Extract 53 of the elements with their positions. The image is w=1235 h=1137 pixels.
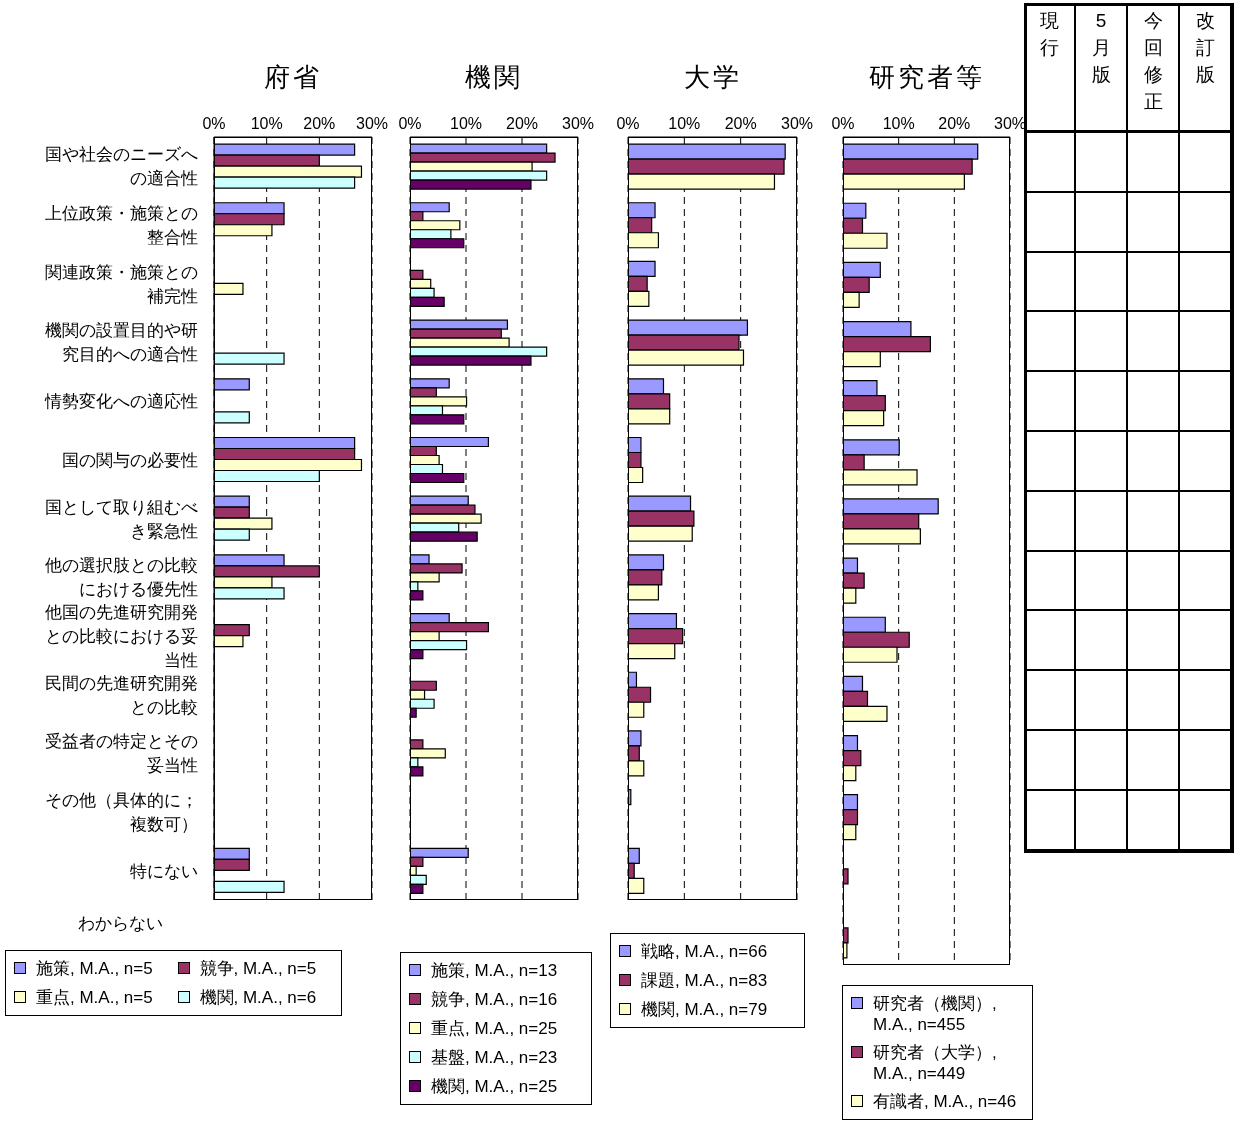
x-tick-label: 20% <box>505 115 539 132</box>
legend-label: 競争, M.A., n=16 <box>431 989 558 1011</box>
x-tick-label: 30% <box>993 115 1027 132</box>
legend-label: 重点, M.A., n=5 <box>36 987 153 1009</box>
legend-label: 機関, M.A., n=25 <box>431 1076 558 1098</box>
x-tick-label: 0% <box>831 115 855 132</box>
legend-label: 施策, M.A., n=5 <box>36 958 153 980</box>
legend-label: 研究者（大学）, M.A., n=449 <box>873 1042 998 1084</box>
chart-title: 機関 <box>464 61 524 94</box>
x-tick-label: 10% <box>449 115 483 132</box>
x-tick-label: 20% <box>303 115 336 132</box>
y-tick-label: 機関の設置目的や研究目的への適合性 <box>45 321 198 365</box>
chart-title: 府省 <box>263 61 323 94</box>
legend-label: 研究者（機関）, M.A., n=455 <box>873 993 998 1035</box>
x-tick-label: 30% <box>561 115 595 132</box>
y-tick-label: 他の選択肢との比較における優先性 <box>45 556 198 600</box>
y-tick-label: 情勢変化への適応性 <box>44 392 198 412</box>
y-tick-label: その他（具体的に；複数可） <box>45 790 198 834</box>
chart-title: 研究者等 <box>867 61 986 94</box>
x-tick-label: 0% <box>202 115 226 132</box>
x-tick-label: 0% <box>616 115 640 132</box>
x-tick-label: 20% <box>724 115 757 132</box>
x-tick-label: 20% <box>938 115 971 132</box>
text: 改訂版 <box>1195 9 1215 87</box>
legend-label: 機関, M.A., n=79 <box>641 999 768 1021</box>
y-tick-label: 他国の先進研究開発との比較における妥当性 <box>45 602 198 670</box>
legend-label: 施策, M.A., n=13 <box>431 960 558 982</box>
y-tick-label: 特にない <box>130 861 198 881</box>
text: わからない <box>76 913 164 935</box>
chart-title: 大学 <box>682 61 743 94</box>
y-tick-label: 受益者の特定とその妥当性 <box>45 732 198 776</box>
legend-label: 機関, M.A., n=6 <box>199 987 317 1009</box>
x-tick-label: 0% <box>398 115 422 132</box>
legend-label: 課題, M.A., n=83 <box>641 970 768 992</box>
legend-label: 重点, M.A., n=25 <box>431 1018 558 1040</box>
x-tick-label: 30% <box>780 115 814 132</box>
y-tick-label: 国の関与の必要性 <box>62 450 198 470</box>
x-tick-label: 10% <box>668 115 701 132</box>
text: 今回修正 <box>1143 9 1163 114</box>
legend-label: 戦略, M.A., n=66 <box>641 941 768 963</box>
legend-label: 競争, M.A., n=5 <box>199 958 317 980</box>
legend-label: 基盤, M.A., n=23 <box>431 1047 558 1069</box>
y-tick-label: 国や社会のニーズへの適合性 <box>45 145 198 189</box>
y-tick-label: 関連政策・施策との補完性 <box>45 262 198 306</box>
legend-label: 有識者, M.A., n=46 <box>873 1091 1017 1113</box>
x-tick-label: 30% <box>355 115 389 132</box>
text: 現行 <box>1039 9 1059 60</box>
text: 5月版 <box>1091 9 1111 87</box>
y-tick-label: 国として取り組むべき緊急性 <box>45 497 198 541</box>
y-tick-label: 上位政策・施策との整合性 <box>45 204 198 248</box>
x-tick-label: 10% <box>882 115 915 132</box>
x-tick-label: 10% <box>250 115 283 132</box>
y-tick-label: 民間の先進研究開発との比較 <box>45 673 198 717</box>
